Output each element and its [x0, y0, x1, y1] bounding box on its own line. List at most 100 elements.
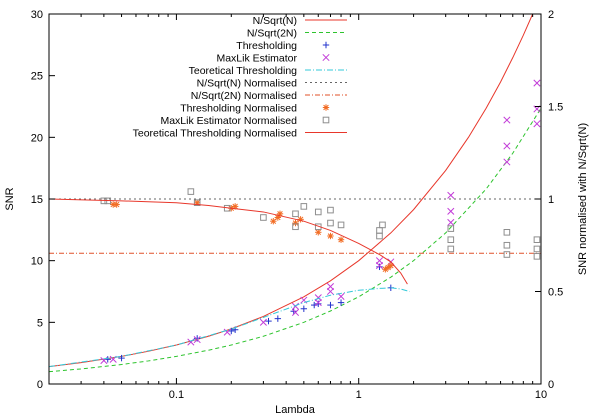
thresholding-normalised-point	[315, 229, 322, 236]
maxlik-estimator-normalised-point	[337, 221, 345, 229]
maxlik-estimator-point	[193, 336, 201, 344]
y2-axis-label: SNR normalised with N/Sqrt(N)	[577, 123, 589, 275]
thresholding-normalised-point	[337, 236, 345, 243]
maxlik-estimator-normalised-points	[100, 188, 541, 260]
thresholding-normalised-point	[292, 219, 299, 227]
legend-label: N/Sqrt(2N)	[247, 28, 297, 40]
maxlik-estimator-point	[533, 79, 541, 87]
maxlik-estimator-normalised-point	[447, 236, 455, 243]
legend-label: MaxLik Estimator Normalised	[160, 115, 297, 127]
thresholding-normalised-point	[270, 218, 277, 225]
maxlik-estimator-point	[259, 318, 267, 326]
maxlik-estimator-point	[326, 283, 335, 291]
maxlik-estimator-point	[503, 116, 511, 124]
legend-swatch	[322, 53, 330, 62]
legend-entry-n-sqrt-n: N/Sqrt(N)	[253, 15, 347, 27]
y2-tick-label: 0.5	[548, 287, 563, 299]
maxlik-estimator-normalised-point	[533, 236, 541, 243]
ticks-layer: 0 5 10 15 20 25 30 0 0.5 1 1.5 2 0.1 1 10	[31, 9, 564, 401]
maxlik-estimator-points	[100, 79, 541, 365]
legend-label: Thresholding	[236, 40, 297, 52]
x-axis-label: Lambda	[275, 404, 316, 416]
thresholding-point	[118, 354, 125, 362]
y2-tick-label: 1.5	[548, 102, 563, 114]
maxlik-estimator-normalised-point	[533, 245, 541, 253]
y-tick-label: 25	[31, 71, 43, 83]
thresholding-point	[265, 317, 272, 325]
maxlik-estimator-point	[503, 142, 511, 150]
x-tick-label: 0.1	[169, 389, 184, 401]
thresholding-point	[327, 301, 334, 309]
teoretical-thresholding-line	[49, 287, 410, 368]
y-axis-label: SNR	[4, 187, 16, 210]
maxlik-estimator-point	[314, 294, 322, 302]
legend-entry-n-sqrt-2n-normalised: N/Sqrt(2N) Normalised	[191, 90, 347, 102]
legend-entry-maxlik-estimator-normalised: MaxLik Estimator Normalised	[160, 115, 330, 127]
thresholding-point	[193, 335, 201, 342]
series-layer	[49, 14, 541, 373]
thresholding-point	[300, 305, 308, 312]
maxlik-estimator-normalised-point	[314, 208, 322, 216]
legend-entry-thresholding: Thresholding	[236, 40, 330, 52]
thresholding-normalised-point	[297, 216, 304, 223]
legend-entry-n-sqrt-2n: N/Sqrt(2N)	[247, 28, 347, 40]
maxlik-estimator-point	[447, 191, 455, 199]
legend-entry-n-sqrt-n-normalised: N/Sqrt(N) Normalised	[197, 78, 347, 90]
maxlik-estimator-normalised-point	[300, 203, 308, 210]
maxlik-estimator-normalised-point	[193, 199, 201, 206]
maxlik-estimator-normalised-point	[533, 253, 541, 260]
maxlik-estimator-normalised-point	[327, 206, 334, 214]
legend-entry-teoretical-thresholding-normalised: Teoretical Thresholding Normalised	[133, 128, 347, 140]
legend-swatch	[322, 41, 330, 49]
teoretical-thresholding-normalised-line	[49, 198, 408, 285]
legend-swatch	[322, 104, 330, 111]
n-sqrt-2n-line	[49, 107, 541, 373]
maxlik-estimator-normalised-point	[292, 210, 299, 218]
legend-label: MaxLik Estimator	[216, 53, 297, 65]
maxlik-estimator-normalised-point	[292, 223, 299, 231]
maxlik-estimator-point	[533, 120, 541, 128]
legend-entry-teoretical-thresholding: Teoretical Thresholding	[189, 65, 347, 77]
y-tick-label: 15	[31, 194, 43, 206]
maxlik-estimator-normalised-point	[447, 225, 455, 232]
maxlik-estimator-normalised-point	[503, 241, 511, 249]
legend-label: N/Sqrt(2N) Normalised	[191, 90, 297, 102]
n-sqrt-n-line	[49, 14, 534, 368]
maxlik-estimator-normalised-point	[447, 245, 455, 253]
y-tick-label: 20	[31, 132, 43, 144]
maxlik-estimator-normalised-point	[503, 229, 511, 236]
legend-entry-thresholding-normalised: Thresholding Normalised	[180, 103, 330, 115]
legend-swatch	[322, 116, 330, 124]
thresholding-point	[274, 315, 282, 322]
maxlik-estimator-point	[291, 302, 300, 310]
legend-entry-maxlik-estimator: MaxLik Estimator	[216, 53, 330, 65]
y-tick-label: 30	[31, 9, 43, 21]
legend-label: N/Sqrt(N) Normalised	[197, 78, 298, 90]
y2-tick-label: 0	[548, 379, 554, 391]
maxlik-estimator-normalised-point	[503, 251, 511, 258]
maxlik-estimator-point	[503, 158, 511, 166]
legend-label: Teoretical Thresholding Normalised	[133, 128, 298, 140]
y2-tick-label: 1	[548, 194, 554, 206]
y-tick-label: 5	[37, 317, 43, 329]
thresholding-normalised-point	[387, 262, 395, 269]
maxlik-estimator-normalised-point	[187, 188, 195, 195]
thresholding-point	[376, 263, 383, 271]
y2-tick-label: 2	[548, 9, 554, 21]
legend-label: Thresholding Normalised	[180, 103, 297, 115]
thresholding-point	[337, 299, 345, 306]
maxlik-estimator-point	[375, 257, 384, 265]
thresholding-point	[315, 300, 322, 308]
y-tick-label: 0	[37, 379, 43, 391]
maxlik-estimator-normalised-point	[327, 219, 334, 227]
x-tick-label: 10	[535, 389, 547, 401]
thresholding-normalised-point	[113, 201, 120, 208]
thresholding-normalised-point	[327, 232, 334, 240]
legend-label: Teoretical Thresholding	[189, 65, 298, 77]
maxlik-estimator-point	[337, 292, 345, 300]
maxlik-estimator-point	[447, 207, 455, 215]
legend-label: N/Sqrt(N)	[253, 15, 297, 27]
y-tick-label: 10	[31, 256, 43, 268]
